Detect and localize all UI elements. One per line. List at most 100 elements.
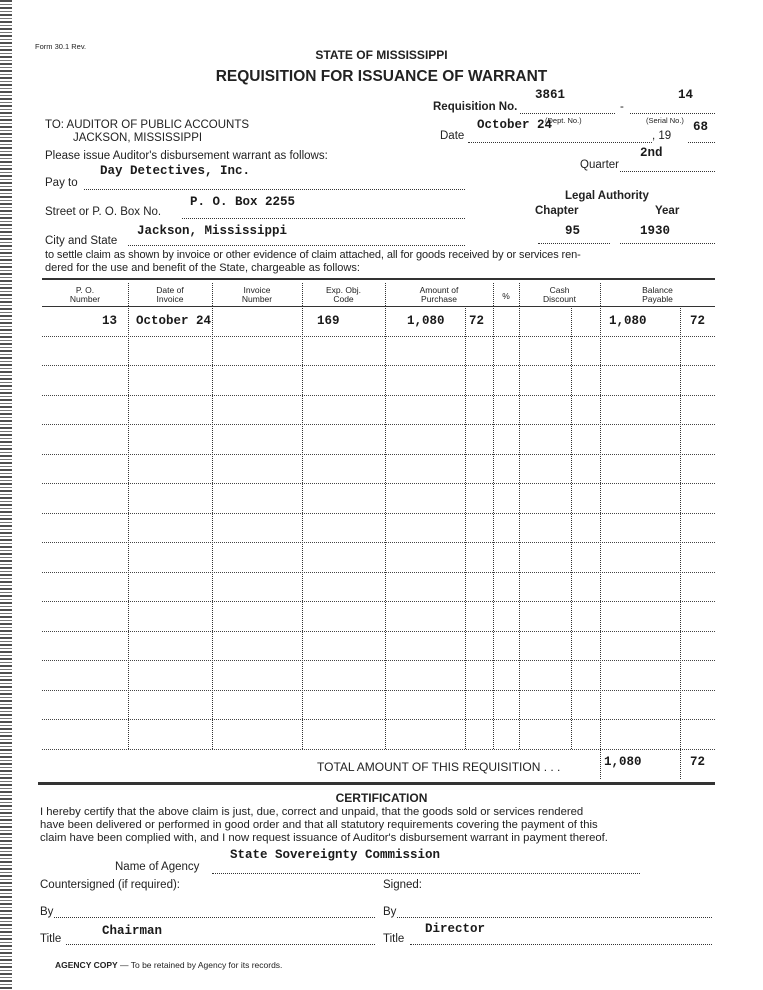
certification-line-2: have been delivered or performed in good…	[40, 819, 598, 831]
cell-po: 13	[102, 314, 118, 328]
quarter-label: Quarter	[580, 159, 619, 171]
column-header-line-2: Invoice	[156, 294, 184, 304]
cell-balance: 1,080	[609, 314, 647, 328]
left-title-value: Chairman	[102, 924, 163, 938]
column-header-line-2: Payable	[642, 294, 673, 304]
column-divider	[493, 283, 494, 306]
total-cents: 72	[690, 754, 706, 769]
column-divider	[128, 283, 129, 306]
date-label: Date	[440, 130, 465, 142]
cell-code: 169	[317, 314, 340, 328]
row-divider	[42, 571, 715, 573]
column-divider	[493, 306, 494, 749]
title-line-right	[410, 944, 712, 945]
column-header-line-2: Discount	[542, 294, 577, 304]
requisition-label: Requisition No.	[433, 101, 518, 113]
total-amount: 1,080	[604, 754, 642, 769]
street-value: P. O. Box 2255	[190, 195, 296, 209]
row-divider	[42, 601, 715, 602]
row-divider	[42, 306, 715, 307]
column-header: Amount of Purchase	[385, 286, 493, 304]
serial-no-value: 14	[678, 88, 694, 102]
legal-year-label: Year	[655, 205, 680, 217]
chapter-value: 95	[565, 224, 581, 238]
column-header-line-2: Purchase	[421, 294, 457, 304]
agency-line	[212, 873, 640, 874]
column-divider	[600, 306, 601, 749]
footer-note: AGENCY COPY — To be retained by Agency f…	[55, 960, 282, 970]
quarter-line	[620, 171, 715, 172]
cell-balance-cents: 72	[690, 314, 706, 328]
column-divider	[385, 306, 386, 749]
countersigned-label: Countersigned (if required):	[40, 879, 180, 891]
row-divider	[42, 512, 715, 514]
certification-line-3: claim have been complied with, and I now…	[40, 832, 608, 844]
street-line	[182, 218, 465, 219]
city-line	[128, 245, 465, 246]
column-header-line-1: %	[502, 291, 510, 301]
column-divider	[571, 306, 572, 749]
dept-no-value: 3861	[535, 88, 566, 102]
by-line-left[interactable]	[54, 917, 375, 918]
state-heading-text: STATE OF MISSISSIPPI	[315, 48, 448, 62]
row-divider	[42, 394, 715, 396]
pay-to-value: Day Detectives, Inc.	[100, 164, 251, 178]
title-label-right: Title	[383, 933, 405, 945]
column-divider	[302, 306, 303, 749]
serial-no-line	[630, 113, 715, 114]
row-divider	[42, 542, 715, 543]
dash: -	[620, 101, 624, 113]
chapter-label: Chapter	[535, 205, 579, 217]
dept-no-line	[520, 113, 615, 114]
column-divider	[212, 306, 213, 749]
cell-amount: 1,080	[407, 314, 445, 328]
right-title-value: Director	[425, 922, 486, 936]
city-label: City and State	[45, 235, 118, 247]
row-divider	[42, 335, 715, 337]
column-divider	[680, 748, 681, 779]
column-divider	[519, 283, 520, 306]
column-header: Invoice Number	[212, 286, 302, 304]
by-label-left: By	[40, 906, 54, 918]
legal-year-value: 1930	[640, 224, 671, 238]
column-header-line-1: Date of	[156, 285, 184, 295]
column-header-line-1: P. O.	[75, 285, 95, 295]
settle-text-1: to settle claim as shown by invoice or o…	[45, 249, 581, 261]
settle-text-2: dered for the use and benefit of the Sta…	[45, 262, 360, 274]
column-divider	[128, 306, 129, 749]
by-line-right[interactable]	[397, 917, 712, 918]
page-title: REQUISITION FOR ISSUANCE OF WARRANT	[215, 68, 548, 85]
year-line	[688, 142, 715, 143]
column-header-line-1: Cash	[549, 285, 570, 295]
row-divider	[42, 748, 715, 750]
column-divider	[465, 306, 466, 749]
row-divider	[42, 365, 715, 366]
dept-no-caption: (Dept. No.)	[545, 116, 582, 125]
column-divider	[519, 306, 520, 749]
top-rule	[42, 278, 715, 280]
column-divider	[302, 283, 303, 306]
column-header-line-1: Balance	[642, 285, 673, 295]
row-divider	[42, 453, 715, 455]
column-header: P. O. Number	[42, 286, 128, 304]
column-header: Exp. Obj. Code	[302, 286, 385, 304]
legal-authority-label: Legal Authority	[565, 190, 649, 202]
column-header: Date of Invoice	[128, 286, 212, 304]
title-line-left	[66, 944, 375, 945]
date-line	[468, 142, 652, 143]
row-divider	[42, 630, 715, 632]
chapter-line	[538, 243, 610, 244]
footer-bold: AGENCY COPY	[55, 960, 118, 970]
pay-to-label: Pay to	[45, 177, 78, 189]
row-divider	[42, 719, 715, 720]
row-divider	[42, 424, 715, 425]
legal-year-line	[620, 243, 715, 244]
scan-edge-artifact	[0, 0, 12, 990]
column-divider	[385, 283, 386, 306]
quarter-value: 2nd	[640, 146, 663, 160]
column-header-line-2: Number	[69, 294, 101, 304]
year-prefix: , 19	[652, 130, 672, 142]
to-line-2: JACKSON, MISSISSIPPI	[73, 132, 203, 144]
column-header: Cash Discount	[519, 286, 600, 304]
